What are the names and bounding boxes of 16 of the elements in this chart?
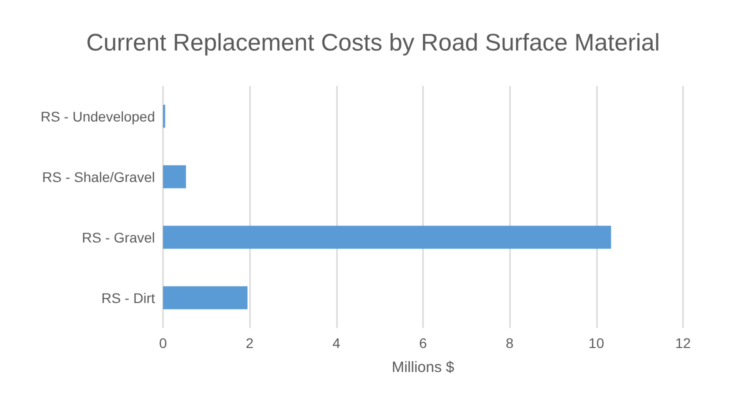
bar [163,226,612,249]
x-tick-label: 0 [159,335,168,351]
x-tick-label: 10 [588,335,604,351]
bar [163,286,248,310]
y-tick-label: RS - Shale/Gravel [42,168,155,185]
x-tick-label: 4 [332,335,340,351]
y-tick-label: RS - Gravel [82,229,155,246]
y-tick-label: RS - Undeveloped [40,108,155,124]
x-tick-label: 8 [506,335,514,351]
x-tick-label: 6 [419,335,428,351]
y-tick-label: RS - Dirt [101,290,156,306]
x-tick-label: 12 [675,335,691,351]
chart-title: Current Replacement Costs by Road Surface Material [86,30,660,56]
x-tick-label: 2 [246,335,254,351]
x-axis-title: Millions $ [392,359,455,376]
bar [163,165,186,188]
